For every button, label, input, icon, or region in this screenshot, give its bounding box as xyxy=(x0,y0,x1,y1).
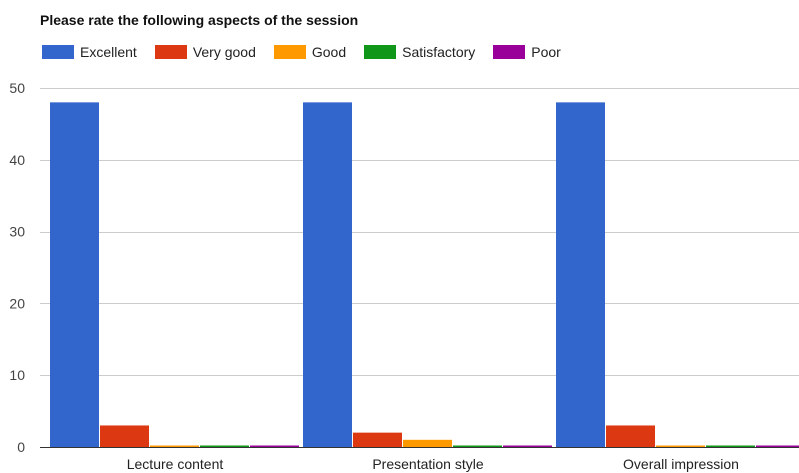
legend-swatch-excellent xyxy=(42,45,74,59)
x-tick-label-lecture-content: Lecture content xyxy=(127,456,224,472)
legend-label-very-good: Very good xyxy=(192,44,256,60)
bar-lecture-content-very-good xyxy=(100,425,149,447)
legend-swatch-satisfactory xyxy=(364,45,397,59)
legend-item-excellent: Excellent xyxy=(42,44,137,60)
y-tick-label-20: 20 xyxy=(9,295,25,311)
legend-label-excellent: Excellent xyxy=(80,44,137,60)
legend-swatch-poor xyxy=(493,45,526,59)
legend-item-good: Good xyxy=(273,44,347,60)
y-tick-label-0: 0 xyxy=(17,439,25,455)
bar-presentation-style-good xyxy=(403,439,452,447)
bar-lecture-content-poor xyxy=(250,445,299,447)
legend-label-satisfactory: Satisfactory xyxy=(402,44,476,60)
legend-swatch-very-good xyxy=(154,45,187,59)
legend-label-good: Good xyxy=(311,44,347,60)
chart-title: Please rate the following aspects of the… xyxy=(40,12,359,28)
bar-presentation-style-very-good xyxy=(353,432,402,447)
bar-lecture-content-satisfactory xyxy=(200,445,249,447)
legend-item-poor: Poor xyxy=(493,44,561,60)
bar-lecture-content-excellent xyxy=(50,102,99,448)
x-tick-label-overall-impression: Overall impression xyxy=(623,456,739,472)
bar-overall-impression-good xyxy=(656,445,705,447)
chart-legend: Excellent Very good Good Satisfactory Po… xyxy=(42,44,579,60)
y-tick-label-10: 10 xyxy=(9,367,25,383)
bar-overall-impression-excellent xyxy=(556,102,605,448)
y-tick-label-30: 30 xyxy=(9,224,25,240)
legend-label-poor: Poor xyxy=(531,44,561,60)
y-tick-label-40: 40 xyxy=(9,152,25,168)
bar-presentation-style-excellent xyxy=(303,102,352,448)
bar-lecture-content-good xyxy=(150,445,199,447)
legend-item-very-good: Very good xyxy=(154,44,256,60)
x-tick-label-presentation-style: Presentation style xyxy=(372,456,483,472)
bar-presentation-style-poor xyxy=(503,445,552,447)
y-tick-label-50: 50 xyxy=(9,80,25,96)
bar-overall-impression-very-good xyxy=(606,425,655,447)
bar-overall-impression-poor xyxy=(756,445,799,447)
legend-item-satisfactory: Satisfactory xyxy=(364,44,475,60)
bar-overall-impression-satisfactory xyxy=(706,445,755,447)
legend-swatch-good xyxy=(273,45,306,59)
bar-presentation-style-satisfactory xyxy=(453,445,502,447)
